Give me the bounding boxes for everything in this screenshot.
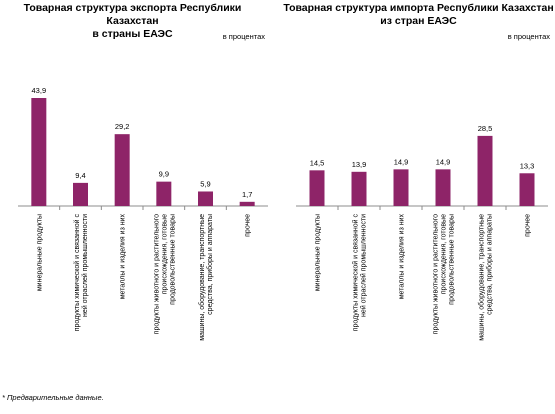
export-value-label: 1,7 bbox=[242, 190, 252, 199]
footnote: * Предварительные данные. bbox=[2, 393, 104, 402]
import-value-label: 13,9 bbox=[352, 160, 367, 169]
import-value-label: 14,9 bbox=[394, 157, 409, 166]
import-category-label-line: средства, приборы и аппараты bbox=[486, 214, 494, 315]
export-value-label: 5,9 bbox=[200, 179, 210, 188]
import-bar bbox=[393, 169, 409, 206]
import-chart-title: Товарная структура импорта Республики Ка… bbox=[283, 2, 554, 27]
import-category-label-line: происхождения, готовые bbox=[441, 214, 448, 294]
export-bar bbox=[198, 191, 213, 206]
export-bar bbox=[73, 182, 88, 206]
export-category-label-line: металлы и изделия из них bbox=[120, 214, 127, 300]
export-category-label-line: продукты животного и растительного bbox=[153, 214, 160, 334]
export-category-label-line: продовольственные товары bbox=[169, 214, 176, 305]
import-bar bbox=[309, 170, 325, 206]
export-category-label-line: машины, оборудование, транспортные bbox=[198, 214, 206, 341]
import-category-label-line: металлы и изделия из них bbox=[399, 214, 406, 300]
import-value-label: 14,5 bbox=[310, 158, 325, 167]
export-chart-title: Товарная структура экспорта Республики К… bbox=[23, 2, 242, 40]
import-category-label-line: продукты животного и растительного bbox=[433, 214, 440, 334]
export-bar bbox=[31, 98, 47, 206]
export-category-label-line: средства, приборы и аппараты bbox=[206, 214, 214, 315]
export-category-label-line: прочее bbox=[245, 214, 252, 237]
import-value-label: 13,3 bbox=[520, 161, 535, 170]
import-bar bbox=[351, 171, 367, 206]
import-units-label: в процентах bbox=[507, 32, 550, 41]
export-value-label: 43,9 bbox=[32, 86, 47, 95]
import-category-label-line: машины, оборудование, транспортные bbox=[478, 214, 486, 341]
import-category-label-line: прочее bbox=[525, 214, 532, 237]
import-bar bbox=[519, 173, 535, 206]
import-bar bbox=[435, 169, 451, 206]
export-value-label: 9,9 bbox=[159, 170, 169, 179]
export-category-label-line: минеральные продукты bbox=[36, 214, 43, 291]
export-units-label: в процентах bbox=[222, 32, 265, 41]
export-bar bbox=[239, 201, 255, 206]
export-category-label-line: ней отраслей промышленности bbox=[81, 214, 89, 317]
import-value-label: 28,5 bbox=[478, 124, 493, 133]
export-bar bbox=[114, 134, 130, 206]
import-bar bbox=[477, 135, 493, 206]
import-category-label-line: продовольственные товары bbox=[449, 214, 456, 305]
export-value-label: 29,2 bbox=[115, 122, 130, 131]
import-category-label-line: продукты химической и связанной с bbox=[352, 214, 360, 332]
export-category-label-line: продукты химической и связанной с bbox=[73, 214, 81, 332]
export-bar bbox=[156, 181, 172, 206]
import-category-label-line: минеральные продукты bbox=[315, 214, 322, 291]
import-value-label: 14,9 bbox=[436, 157, 451, 166]
export-category-label-line: происхождения, готовые bbox=[161, 214, 168, 294]
import-category-label-line: ней отраслей промышленности bbox=[360, 214, 368, 317]
export-value-label: 9,4 bbox=[75, 171, 85, 180]
